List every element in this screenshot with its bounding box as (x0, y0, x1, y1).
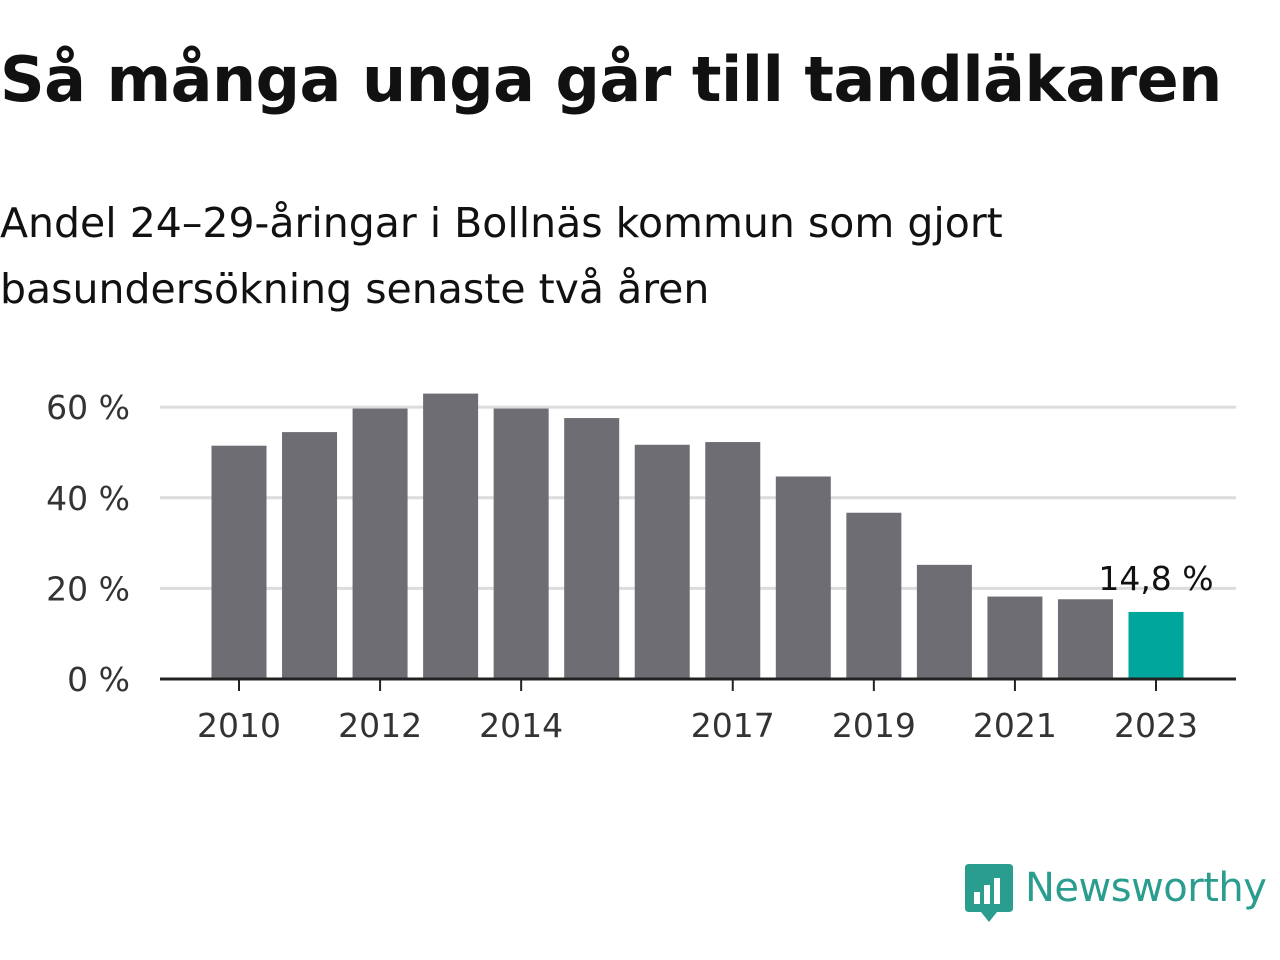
y-tick-label: 60 % (46, 388, 130, 427)
bar-2012 (352, 408, 408, 679)
data-label-2023: 14,8 % (1098, 559, 1213, 598)
bar-2013 (423, 393, 479, 679)
bar-2016 (634, 444, 690, 679)
y-tick-label: 20 % (46, 569, 130, 608)
bar-2022 (1057, 599, 1113, 679)
y-tick-label: 0 % (67, 660, 130, 699)
bar-2020 (916, 564, 972, 679)
newsworthy-logo: Newsworthy (963, 862, 1267, 926)
x-tick-label: 2010 (197, 706, 281, 745)
brand-name: Newsworthy (1025, 865, 1267, 911)
bar-2011 (282, 432, 338, 679)
x-tick-label: 2019 (832, 706, 916, 745)
x-tick-label: 2023 (1114, 706, 1198, 745)
bar-2023 (1128, 611, 1184, 679)
gridlines (160, 405, 1236, 590)
bar-chart-speech-bubble-icon (965, 864, 1013, 922)
x-tick-label: 2014 (479, 706, 563, 745)
x-tick-label: 2021 (973, 706, 1057, 745)
bar-2014 (493, 408, 549, 679)
x-tick-label: 2012 (338, 706, 422, 745)
y-tick-label: 40 % (46, 479, 130, 518)
y-axis-ticks: 0 % 20 % 40 % 60 % (46, 388, 130, 699)
x-tick-label: 2017 (691, 706, 775, 745)
bar-2018 (775, 476, 831, 679)
chart-title: Så många unga går till tandläkaren (0, 43, 1222, 116)
chart-subtitle: Andel 24–29-åringar i Bollnäs kommun som… (0, 199, 1003, 313)
bar-2019 (846, 512, 902, 679)
annotations: 14,8 % (1098, 559, 1213, 598)
bar-2015 (564, 418, 620, 679)
bars (211, 393, 1184, 679)
bar-2010 (211, 445, 267, 679)
bar-2021 (987, 596, 1043, 679)
x-axis: 2010 2012 2014 2017 2019 2021 2023 (160, 677, 1236, 745)
bar-2017 (705, 442, 761, 679)
